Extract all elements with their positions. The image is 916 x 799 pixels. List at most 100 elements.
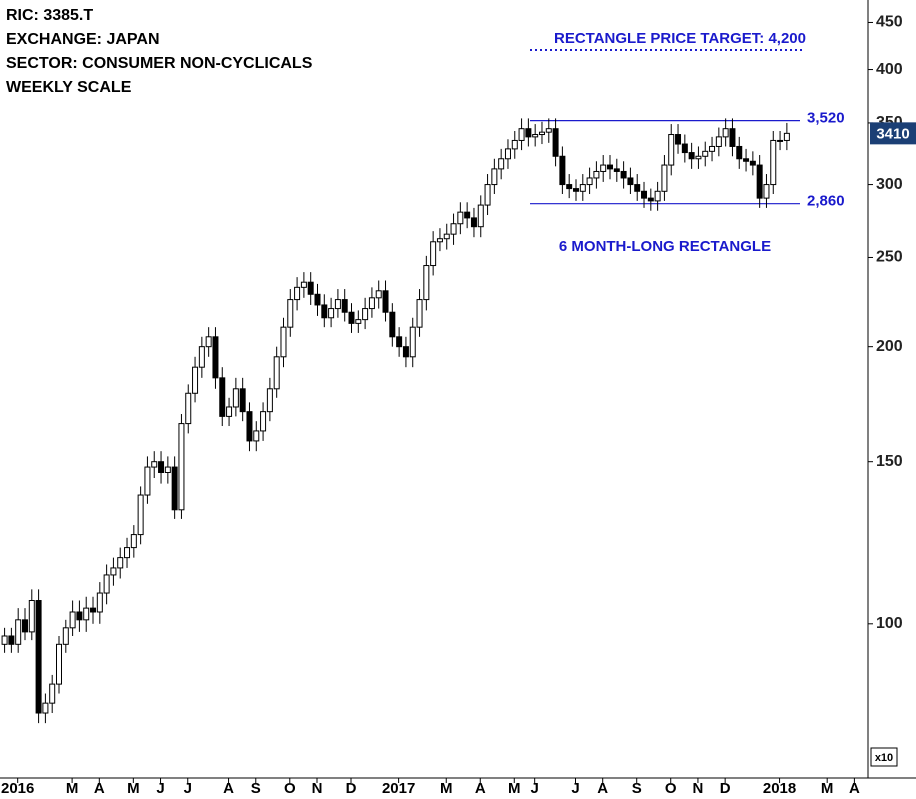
candle-body [362,308,369,321]
header-line: EXCHANGE: JAPAN [6,31,160,48]
candle-body [246,411,253,442]
candle-body [389,311,396,338]
candle-body [83,607,90,621]
y-tick-label: 450 [876,14,903,31]
candle-body [668,134,675,166]
candle-body [430,241,437,267]
candle-body [226,406,233,417]
candle-body [579,184,586,192]
candle-body [729,128,736,147]
candle-body [56,643,63,685]
candle-body [681,143,688,154]
candle-body [42,702,49,714]
x-tick-label: M [821,780,834,797]
x-tick-label: O [665,780,677,797]
candle-body [198,346,205,368]
x-tick-label: N [312,780,323,797]
candle-body [464,211,471,219]
candle-body [409,326,416,358]
candle-body [770,139,777,186]
candle-body [171,466,178,511]
candle-body [307,281,314,295]
candle-body [709,145,716,152]
candle-body [491,168,498,186]
candle-body [572,188,579,192]
candle-body [232,388,239,408]
candle-body [743,158,750,162]
x-tick-label: M [127,780,140,797]
candle-body [334,299,341,310]
candle-body [144,466,151,496]
candle-body [8,635,15,645]
candle-body [76,611,83,621]
candle-body [532,134,539,138]
candle-body [783,132,790,141]
header-line: SECTOR: CONSUMER NON-CYCLICALS [6,55,313,72]
x-tick-label: M [440,780,453,797]
header-line: RIC: 3385.T [6,7,93,24]
candle-body [368,297,375,310]
candle-body [538,131,545,136]
candle-body [321,304,328,319]
x-tick-label: A [849,780,860,797]
level-label: 3,520 [807,110,845,127]
candle-body [457,211,464,225]
candle-body [287,299,294,328]
candle-body [749,160,756,166]
candle-body [103,574,110,594]
candle-body [647,197,654,202]
y-tick-label: 200 [876,338,903,355]
candle-body [137,494,144,536]
candle-body [260,411,267,432]
candle-body [661,164,668,192]
x-tick-label: J [156,780,164,797]
x-tick-label: A [597,780,608,797]
candle-body [545,128,552,133]
candle-body [49,683,56,704]
candle-body [756,164,763,199]
candle-body [239,388,246,413]
candle-body [266,388,273,413]
candle-body [470,217,477,228]
level-label: 2,860 [807,193,845,210]
x-tick-label: M [508,780,521,797]
candle-body [498,158,505,170]
candle-body [736,145,743,160]
candle-body [477,204,484,228]
y-tick-label: 400 [876,61,903,78]
candle-body [511,139,518,150]
candle-body [355,319,362,324]
candle-body [416,299,423,328]
candle-body [396,336,403,348]
candle-body [341,299,348,313]
candle-body [185,392,192,425]
candle-body [593,170,600,179]
candle-body [28,600,35,633]
candle-body [620,170,627,179]
candle-body [600,164,607,172]
candle-body [90,607,97,613]
y-tick-label: 300 [876,176,903,193]
candle-body [654,190,661,202]
candle-body [607,164,614,170]
candle-body [178,423,185,511]
candle-body [130,534,137,549]
candle-body [348,311,355,324]
x-tick-label: A [94,780,105,797]
candle-body [164,466,171,474]
candle-body [525,128,532,138]
candle-body [436,238,443,243]
candle-body [777,139,784,142]
x-tick-label: A [475,780,486,797]
pattern-annotation: 6 MONTH-LONG RECTANGLE [559,238,771,255]
candle-body [294,286,301,301]
x-tick-label: 2016 [1,780,34,797]
scale-box [870,747,898,767]
y-tick-label: 250 [876,249,903,266]
candle-body [518,128,525,141]
candle-body [212,336,219,379]
x-tick-label: J [184,780,192,797]
candle-body [402,346,409,358]
candle-body [1,635,8,645]
